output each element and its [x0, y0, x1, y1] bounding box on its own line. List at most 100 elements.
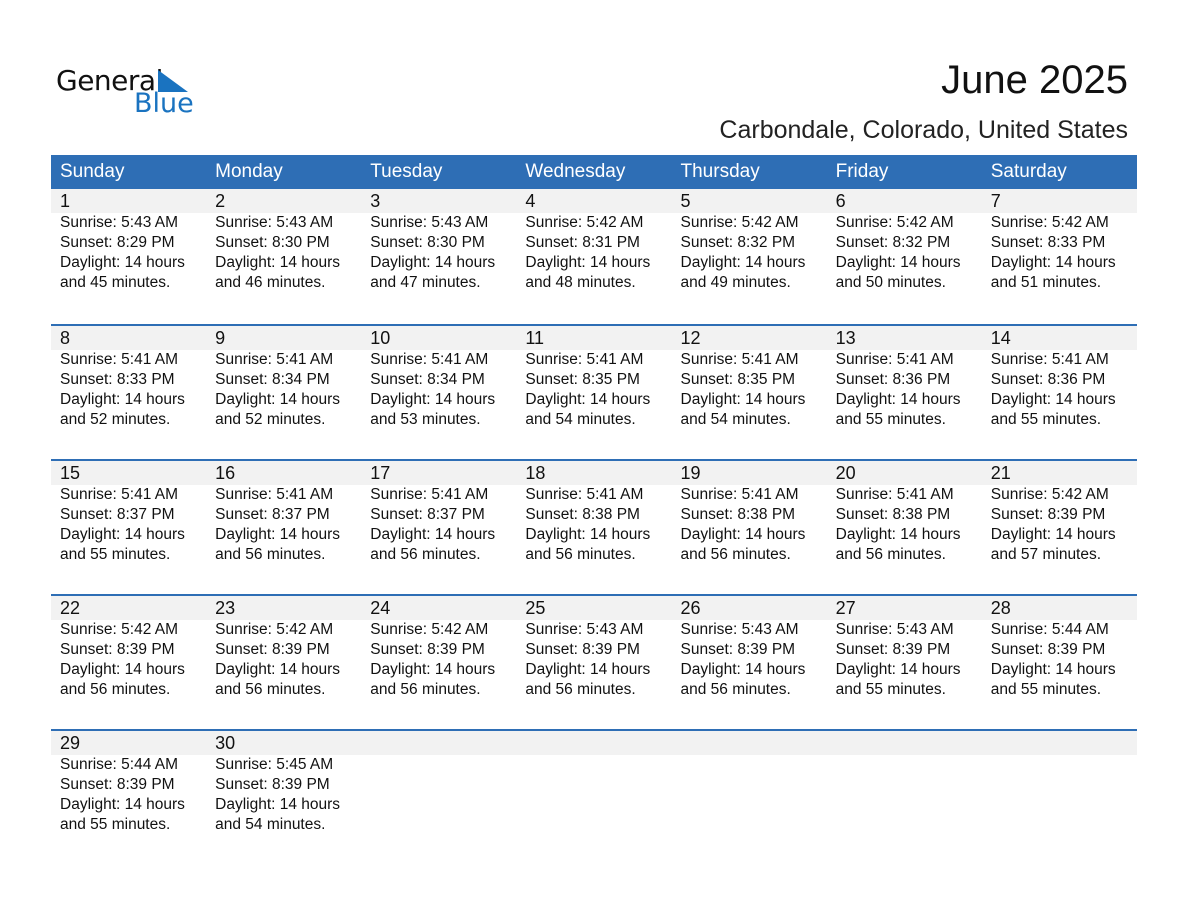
daylight-minutes-text: and 52 minutes. [60, 411, 171, 428]
daylight-minutes-text: and 55 minutes. [60, 816, 171, 833]
day-number: 28 [990, 598, 1011, 618]
day-number: 30 [215, 733, 236, 753]
sunset-text: Sunset: 8:39 PM [680, 641, 796, 658]
week-row: 15 Sunrise: 5:41 AM Sunset: 8:37 PM Dayligh… [51, 459, 1137, 594]
sunset-text: Sunset: 8:32 PM [680, 234, 796, 251]
day-cell: 18 Sunrise: 5:41 AM Sunset: 8:38 PM Dayligh… [516, 461, 671, 565]
sunrise-text: Sunrise: 5:41 AM [525, 486, 644, 503]
daylight-text: Daylight: 14 hours [835, 526, 961, 543]
sunset-text: Sunset: 8:29 PM [60, 234, 175, 251]
sunset-text: Sunset: 8:33 PM [990, 234, 1106, 251]
sunrise-text: Sunrise: 5:42 AM [60, 621, 179, 638]
daylight-minutes-text: and 55 minutes. [990, 411, 1102, 428]
sunrise-text: Sunrise: 5:41 AM [525, 351, 644, 368]
sunrise-text: Sunrise: 5:42 AM [990, 214, 1109, 231]
date-band [51, 461, 1137, 485]
day-number: 7 [990, 191, 1001, 211]
sunrise-text: Sunrise: 5:41 AM [215, 351, 334, 368]
daylight-minutes-text: and 55 minutes. [990, 681, 1102, 698]
sunrise-text: Sunrise: 5:44 AM [60, 756, 179, 773]
daylight-text: Daylight: 14 hours [835, 254, 961, 271]
daylight-minutes-text: and 47 minutes. [370, 274, 481, 291]
daylight-text: Daylight: 14 hours [215, 254, 341, 271]
daylight-text: Daylight: 14 hours [215, 391, 341, 408]
day-cell: 17 Sunrise: 5:41 AM Sunset: 8:37 PM Dayligh… [361, 461, 516, 565]
weekday-header-thursday: Thursday [680, 161, 760, 182]
daylight-minutes-text: and 56 minutes. [680, 681, 791, 698]
sunset-text: Sunset: 8:38 PM [680, 506, 796, 523]
day-cell: 22 Sunrise: 5:42 AM Sunset: 8:39 PM Dayligh… [51, 596, 206, 700]
sunset-text: Sunset: 8:39 PM [370, 641, 485, 658]
day-number: 24 [370, 598, 391, 618]
sunset-text: Sunset: 8:38 PM [525, 506, 640, 523]
day-number: 13 [835, 328, 856, 348]
daylight-text: Daylight: 14 hours [835, 391, 961, 408]
daylight-text: Daylight: 14 hours [525, 526, 651, 543]
day-number: 3 [370, 191, 381, 211]
sunset-text: Sunset: 8:30 PM [215, 234, 330, 251]
daylight-minutes-text: and 56 minutes. [215, 681, 326, 698]
day-number: 2 [215, 191, 226, 211]
weekday-header-friday: Friday [835, 161, 889, 182]
sunset-text: Sunset: 8:39 PM [215, 641, 330, 658]
daylight-minutes-text: and 50 minutes. [835, 274, 946, 291]
daylight-text: Daylight: 14 hours [990, 661, 1116, 678]
daylight-minutes-text: and 55 minutes. [835, 411, 946, 428]
daylight-minutes-text: and 56 minutes. [835, 546, 946, 563]
daylight-minutes-text: and 56 minutes. [370, 681, 481, 698]
daylight-text: Daylight: 14 hours [215, 661, 341, 678]
daylight-text: Daylight: 14 hours [60, 661, 185, 678]
day-cell: 15 Sunrise: 5:41 AM Sunset: 8:37 PM Dayligh… [51, 461, 206, 565]
daylight-minutes-text: and 56 minutes. [680, 546, 791, 563]
day-cell: 29 Sunrise: 5:44 AM Sunset: 8:39 PM Dayligh… [51, 731, 206, 835]
daylight-text: Daylight: 14 hours [990, 526, 1116, 543]
day-cell: 26 Sunrise: 5:43 AM Sunset: 8:39 PM Dayligh… [672, 596, 827, 700]
sunrise-text: Sunrise: 5:42 AM [990, 486, 1109, 503]
day-number: 21 [990, 463, 1011, 483]
day-cell: 14 Sunrise: 5:41 AM Sunset: 8:36 PM Dayligh… [982, 326, 1137, 430]
day-number: 27 [835, 598, 856, 618]
day-cell: 2 Sunrise: 5:43 AM Sunset: 8:30 PM Daylight… [206, 189, 361, 293]
week-row: 29 Sunrise: 5:44 AM Sunset: 8:39 PM Dayligh… [51, 729, 1137, 864]
sunset-text: Sunset: 8:39 PM [215, 776, 330, 793]
day-cell: 1 Sunrise: 5:43 AM Sunset: 8:29 PM Daylight… [51, 189, 206, 293]
sunset-text: Sunset: 8:36 PM [990, 371, 1106, 388]
generalblue-logo: General Blue [56, 64, 196, 120]
weekday-header-tuesday: Tuesday [370, 161, 443, 182]
day-number: 10 [370, 328, 391, 348]
daylight-minutes-text: and 45 minutes. [60, 274, 171, 291]
day-number: 9 [215, 328, 226, 348]
sunrise-text: Sunrise: 5:42 AM [835, 214, 954, 231]
daylight-minutes-text: and 54 minutes. [525, 411, 636, 428]
daylight-text: Daylight: 14 hours [370, 254, 496, 271]
sunrise-text: Sunrise: 5:41 AM [60, 486, 179, 503]
sunset-text: Sunset: 8:39 PM [60, 641, 175, 658]
sunrise-text: Sunrise: 5:43 AM [60, 214, 179, 231]
day-number: 5 [680, 191, 691, 211]
daylight-text: Daylight: 14 hours [525, 661, 651, 678]
sunset-text: Sunset: 8:35 PM [680, 371, 796, 388]
day-cell: 6 Sunrise: 5:42 AM Sunset: 8:32 PM Daylight… [827, 189, 982, 293]
day-number: 1 [60, 191, 71, 211]
sunrise-text: Sunrise: 5:42 AM [370, 621, 489, 638]
sunset-text: Sunset: 8:35 PM [525, 371, 640, 388]
sunrise-text: Sunrise: 5:42 AM [680, 214, 799, 231]
day-number: 20 [835, 463, 856, 483]
daylight-text: Daylight: 14 hours [680, 254, 806, 271]
day-cell: 24 Sunrise: 5:42 AM Sunset: 8:39 PM Dayligh… [361, 596, 516, 700]
daylight-text: Daylight: 14 hours [525, 391, 651, 408]
sunrise-text: Sunrise: 5:41 AM [835, 351, 954, 368]
day-number: 14 [990, 328, 1011, 348]
sunset-text: Sunset: 8:37 PM [370, 506, 485, 523]
sunset-text: Sunset: 8:36 PM [835, 371, 951, 388]
logo-triangle-icon [158, 70, 188, 92]
sunrise-text: Sunrise: 5:41 AM [60, 351, 179, 368]
date-band [51, 596, 1137, 620]
sunrise-text: Sunrise: 5:41 AM [370, 486, 489, 503]
day-number: 19 [680, 463, 701, 483]
weekday-header-sunday: Sunday [60, 161, 125, 182]
daylight-minutes-text: and 56 minutes. [525, 546, 636, 563]
day-cell: 23 Sunrise: 5:42 AM Sunset: 8:39 PM Dayligh… [206, 596, 361, 700]
daylight-minutes-text: and 56 minutes. [525, 681, 636, 698]
sunset-text: Sunset: 8:39 PM [835, 641, 951, 658]
